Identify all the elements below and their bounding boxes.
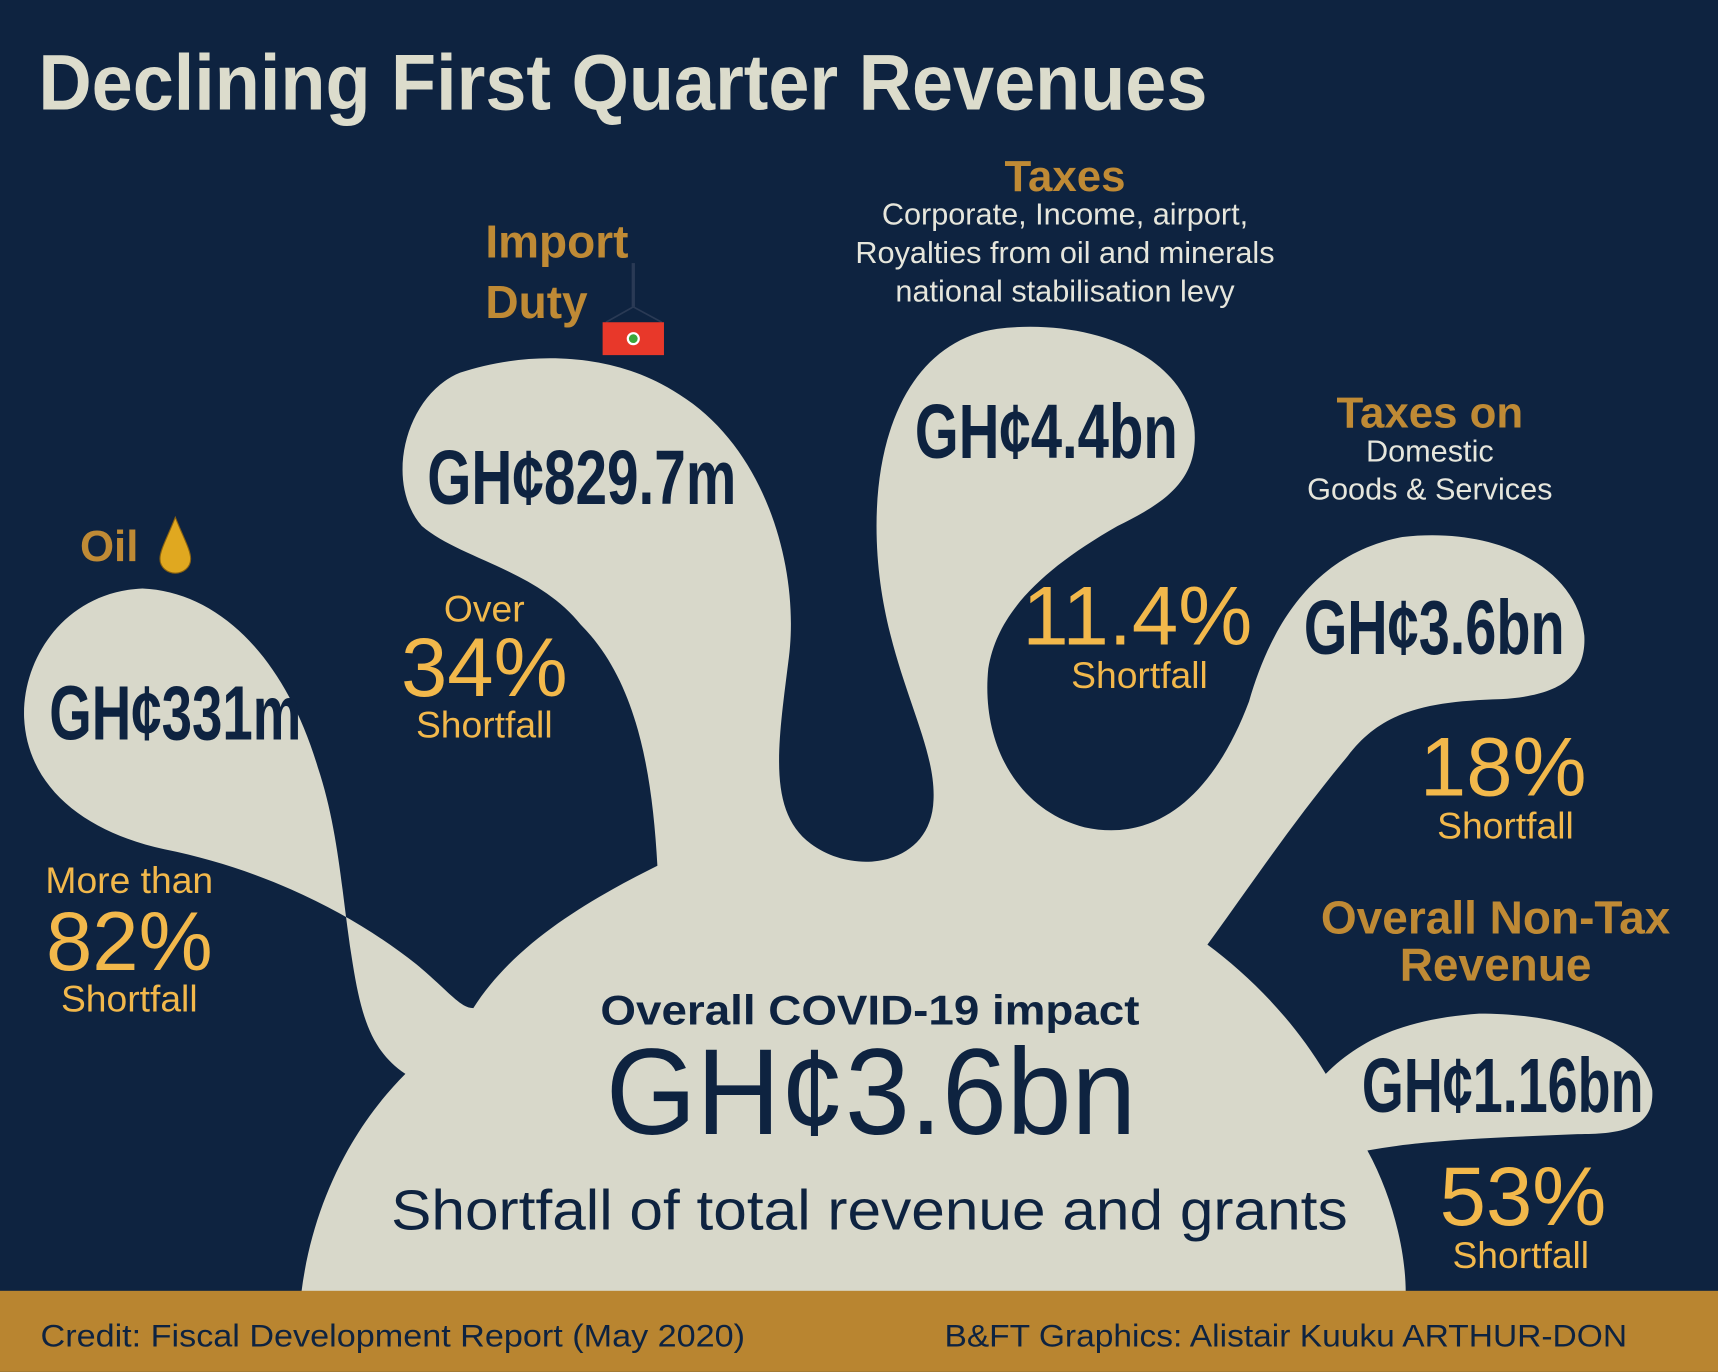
non-tax-label-1: Overall Non-Tax (1321, 892, 1671, 944)
footer-graphics-credit: B&FT Graphics: Alistair Kuuku ARTHUR-DON (944, 1318, 1627, 1354)
domestic-sub-2: Goods & Services (1307, 473, 1552, 507)
import-duty-percent: 34% (401, 621, 568, 714)
taxes-description-2: Royalties from oil and minerals (855, 236, 1274, 270)
domestic-sub-1: Domestic (1366, 434, 1494, 468)
overall-amount: GH¢3.6bn (606, 1024, 1136, 1161)
domestic-percent: 18% (1420, 721, 1587, 814)
oil-prefix: More than (45, 859, 213, 901)
revenue-blob-shape (24, 326, 1653, 1293)
domestic-amount: GH¢3.6bn (1304, 586, 1565, 671)
oil-percent: 82% (46, 895, 213, 988)
page-title: Declining First Quarter Revenues (38, 39, 1207, 127)
import-duty-label-2: Duty (485, 276, 588, 328)
import-duty-amount: GH¢829.7m (427, 436, 736, 521)
taxes-description-1: Corporate, Income, airport, (882, 198, 1248, 232)
oil-amount: GH¢331m (49, 672, 301, 757)
import-duty-shortfall: Shortfall (416, 703, 553, 745)
non-tax-shortfall: Shortfall (1452, 1234, 1589, 1276)
taxes-amount: GH¢4.4bn (915, 390, 1178, 475)
footer-credit: Credit: Fiscal Development Report (May 2… (41, 1318, 746, 1354)
taxes-description-3: national stabilisation levy (895, 274, 1235, 308)
oil-shortfall: Shortfall (61, 977, 198, 1019)
import-duty-prefix: Over (444, 587, 525, 629)
domestic-label: Taxes on (1336, 388, 1523, 437)
shipping-container-icon (602, 263, 664, 356)
non-tax-label-2: Revenue (1400, 939, 1592, 991)
oil-label: Oil (80, 522, 138, 571)
footer-band (0, 1290, 1718, 1372)
import-duty-label-1: Import (485, 216, 628, 268)
taxes-percent: 11.4% (1022, 569, 1252, 662)
overall-caption: Shortfall of total revenue and grants (391, 1178, 1348, 1242)
taxes-label: Taxes (1004, 152, 1125, 201)
taxes-shortfall: Shortfall (1071, 654, 1208, 696)
oil-drop-icon (159, 515, 192, 574)
overall-heading: Overall COVID-19 impact (600, 987, 1139, 1034)
non-tax-percent: 53% (1440, 1150, 1607, 1243)
non-tax-amount: GH¢1.16bn (1362, 1044, 1644, 1129)
domestic-shortfall: Shortfall (1437, 804, 1574, 846)
